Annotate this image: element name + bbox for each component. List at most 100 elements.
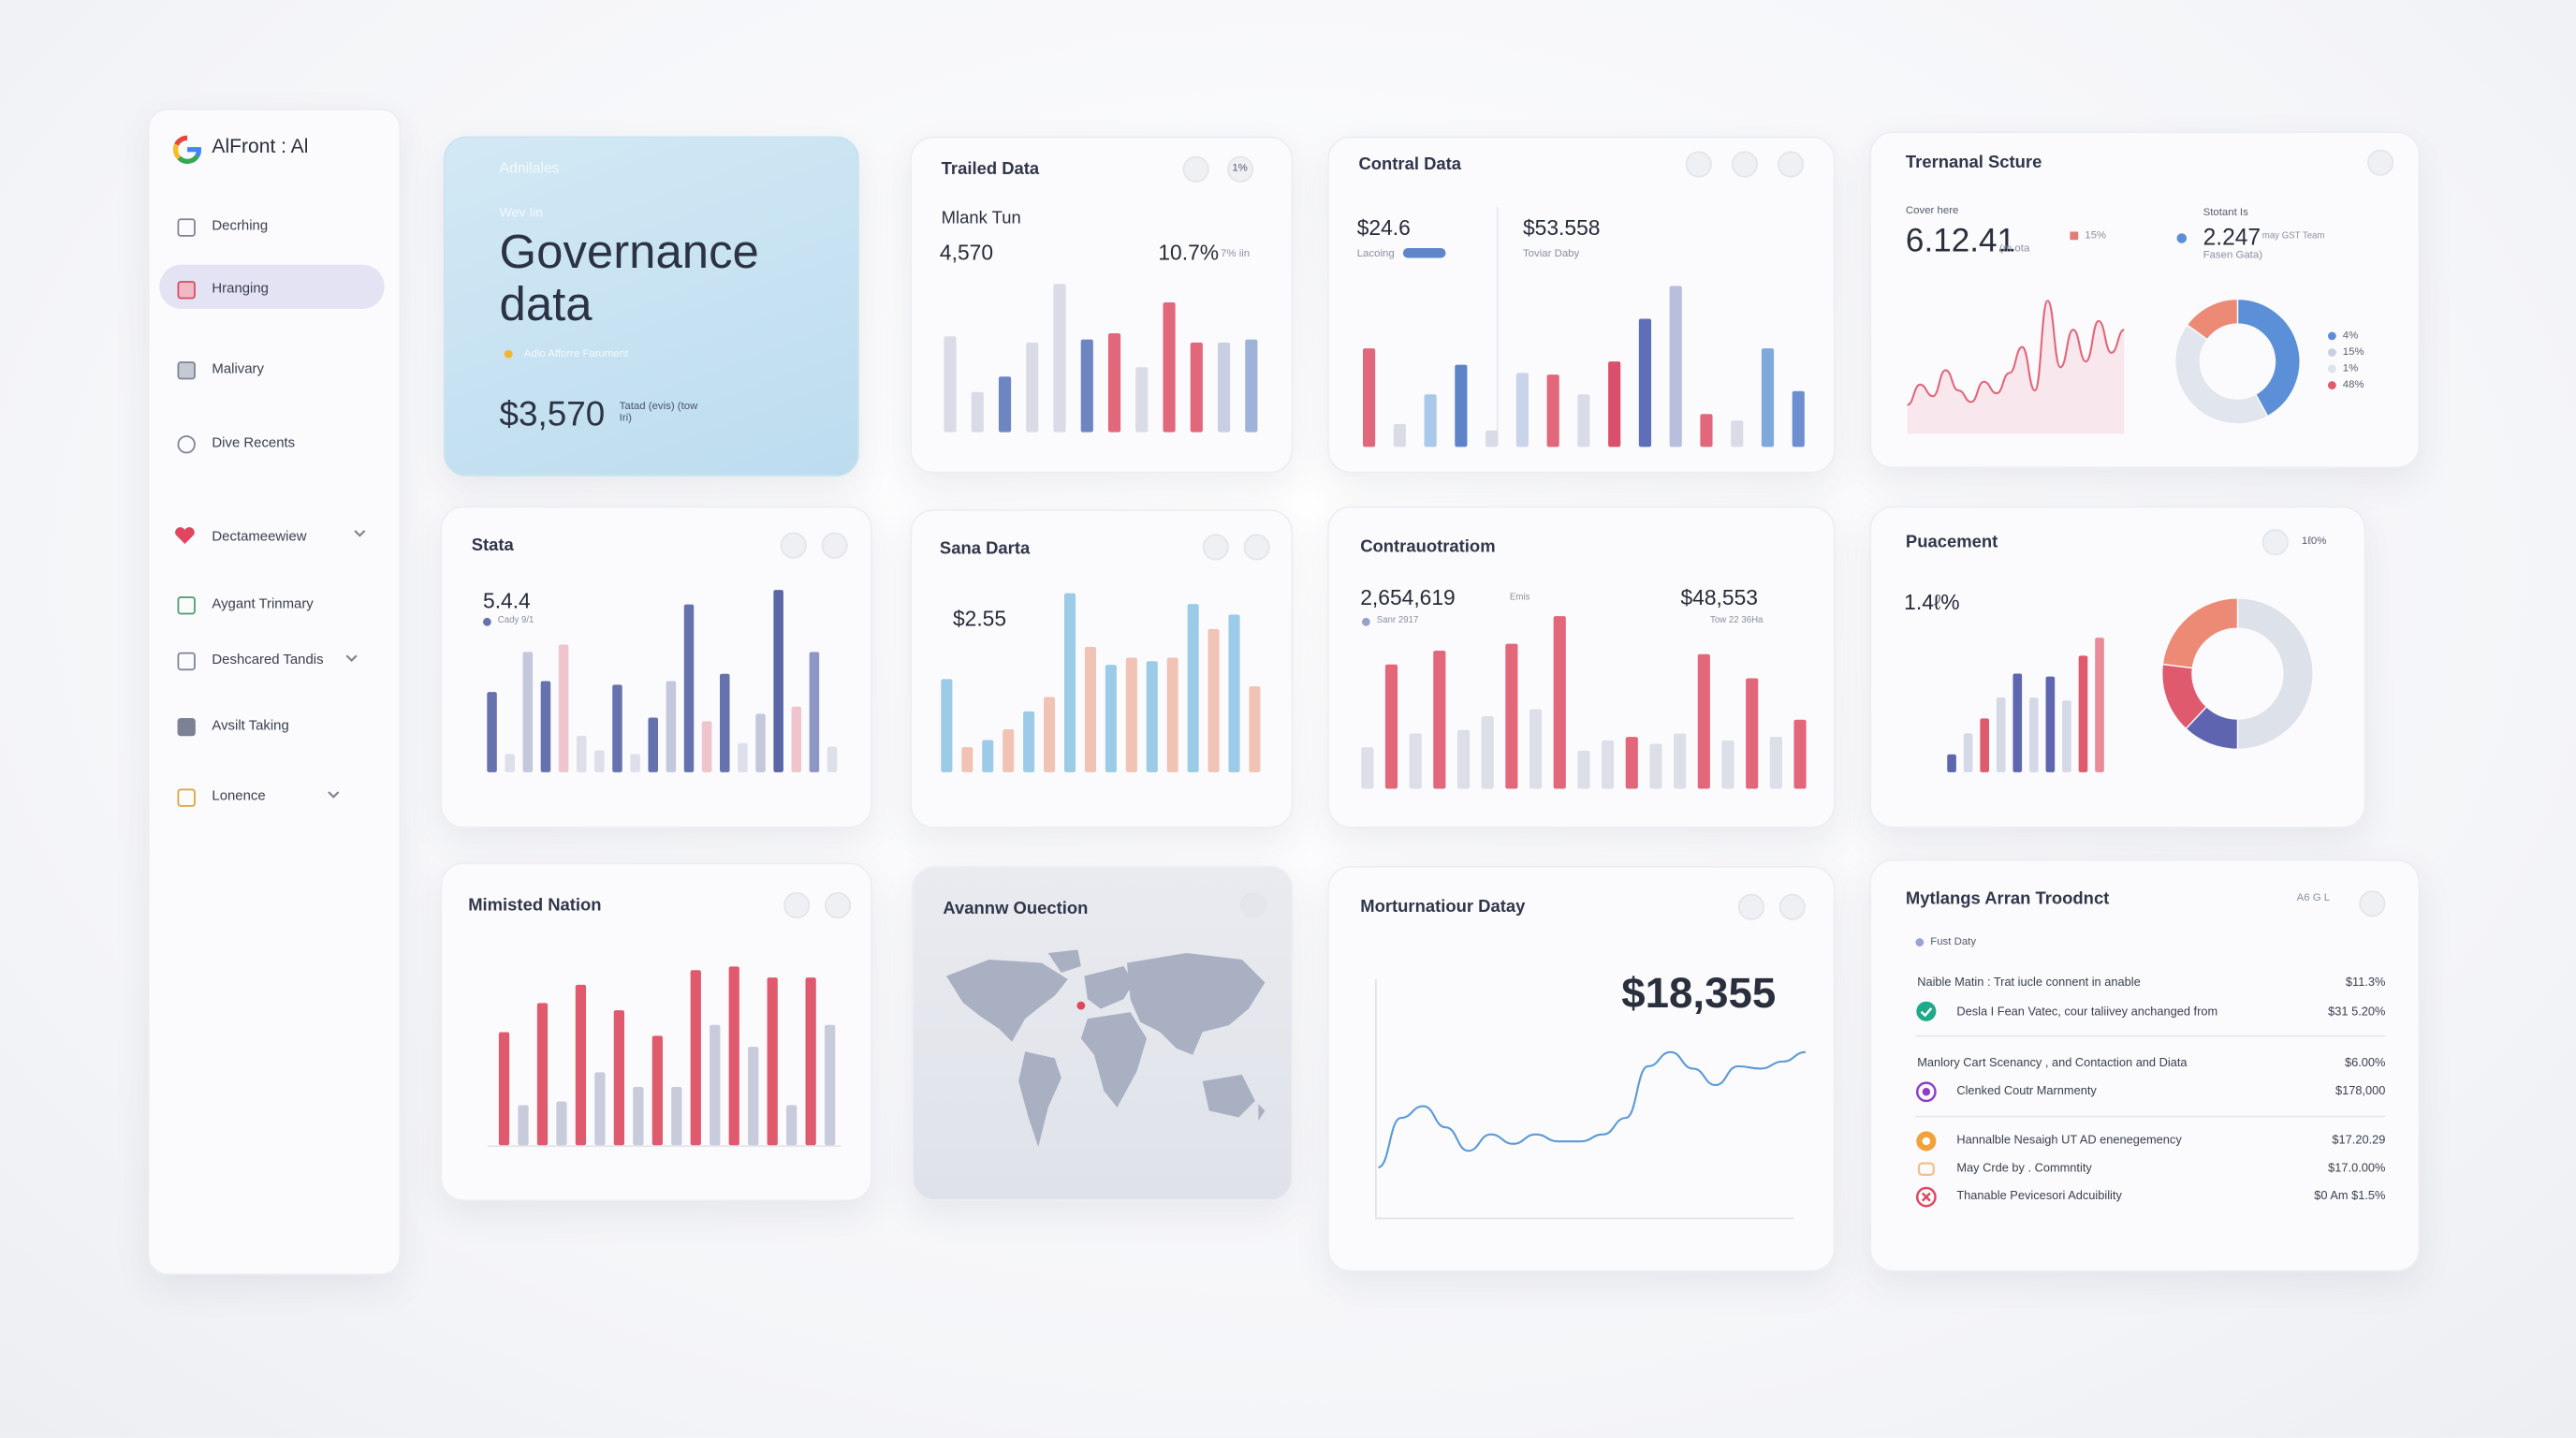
bar xyxy=(982,740,994,772)
bar xyxy=(671,1086,682,1146)
donut-chart xyxy=(2174,298,2301,425)
bar xyxy=(1026,342,1039,433)
kpi-change-note: 7% iin xyxy=(1221,248,1251,260)
icon-button[interactable] xyxy=(825,892,852,919)
donut-chart xyxy=(2161,597,2314,751)
bar xyxy=(612,684,622,772)
legend-item: 1% xyxy=(2327,360,2364,376)
line xyxy=(1378,1050,1806,1168)
bar xyxy=(971,391,984,433)
legend-swatch xyxy=(2327,347,2336,356)
bar xyxy=(1424,394,1437,448)
bar xyxy=(1638,318,1652,448)
nav-item[interactable]: Dectameewiew xyxy=(212,527,307,544)
legend-swatch xyxy=(2327,380,2336,389)
nav-item[interactable]: Hranging xyxy=(212,279,269,296)
nav-item[interactable]: Deshcared Tandis xyxy=(212,651,324,668)
chevron[interactable] xyxy=(345,654,359,665)
chevron[interactable] xyxy=(353,529,366,539)
bar xyxy=(1228,614,1240,772)
icon-button[interactable] xyxy=(1685,151,1712,178)
bar xyxy=(1166,657,1178,772)
bar xyxy=(690,970,701,1146)
kpi-value: 2,654,619 xyxy=(1360,584,1456,610)
bar xyxy=(1393,423,1406,448)
card: Contral Data $24.6 Lacoing $53.558 Tovia… xyxy=(1327,136,1836,474)
line xyxy=(1907,300,2125,406)
kpi-note: Cady 9/1 xyxy=(497,616,534,626)
card: Puacement 1ℓ0% 1.4ℓ% xyxy=(1869,506,2366,829)
bar xyxy=(1577,394,1590,448)
bar xyxy=(1608,361,1621,448)
active-pill xyxy=(159,264,385,309)
divider xyxy=(1915,1115,2386,1118)
line-chart xyxy=(1378,1050,1806,1168)
icon-button[interactable] xyxy=(2261,529,2289,556)
bar xyxy=(1384,664,1398,789)
nav-item[interactable]: Dive Recents xyxy=(212,433,296,450)
row-label: Clenked Coutr Marnmenty xyxy=(1956,1082,2097,1098)
status-icon xyxy=(1915,1081,1937,1103)
icon-button[interactable] xyxy=(1243,534,1270,561)
bar xyxy=(1481,716,1494,789)
row-label: Thanable Pevicesori Adcuibility xyxy=(1956,1187,2122,1203)
bar xyxy=(786,1105,798,1146)
icon-button[interactable] xyxy=(1737,893,1764,920)
donut-segment xyxy=(2161,597,2239,669)
bar xyxy=(1792,390,1805,448)
bar xyxy=(1697,653,1710,789)
nav-item[interactable]: Aygant Trinmary xyxy=(212,594,314,611)
nav-icon xyxy=(177,281,196,300)
card-title: Trailed Data xyxy=(941,159,1040,180)
bar xyxy=(1515,373,1529,448)
legend-item: 15% xyxy=(2327,344,2364,360)
nav-item[interactable]: Malivary xyxy=(212,360,264,376)
icon-button[interactable] xyxy=(780,532,807,559)
bar xyxy=(1505,643,1518,789)
icon-button[interactable] xyxy=(1227,155,1254,183)
bar xyxy=(1217,342,1231,433)
icon-button[interactable] xyxy=(2359,890,2386,917)
card: Contrauotratiom 2,654,619 Emis Sanr 2917… xyxy=(1327,506,1836,829)
bar xyxy=(773,590,783,772)
status-icon xyxy=(1916,1131,1937,1152)
kpi-value: $24.6 xyxy=(1356,214,1411,241)
bar xyxy=(2095,638,2104,772)
bar xyxy=(805,977,816,1146)
icon-button[interactable] xyxy=(1731,151,1758,178)
icon-button[interactable] xyxy=(1778,151,1805,178)
close-button[interactable] xyxy=(2367,149,2394,176)
divider xyxy=(1496,207,1499,446)
card-title: Contral Data xyxy=(1358,154,1462,175)
bar xyxy=(1553,616,1566,789)
icon-button[interactable] xyxy=(1778,893,1806,920)
hero-title: Governance data xyxy=(499,227,759,332)
bar xyxy=(1649,743,1662,789)
legend-label: 48% xyxy=(2342,378,2364,390)
icon-button[interactable] xyxy=(1240,892,1267,919)
bar xyxy=(2078,655,2088,772)
legend-swatch xyxy=(2327,363,2336,373)
divider xyxy=(1915,1034,2386,1037)
card: Avannw Ouection xyxy=(912,865,1294,1201)
eyebrow: Adnilales xyxy=(499,159,560,176)
nav-item[interactable]: Lonence xyxy=(212,786,266,804)
row-label: Manlory Cart Scenancy , and Contaction a… xyxy=(1917,1054,2188,1070)
card: Trailed Data 1% Mlank Tun 4,570 10.7% 7%… xyxy=(910,136,1294,474)
badge: 1ℓ0% xyxy=(2301,536,2327,548)
nav-item[interactable]: Avsilt Taking xyxy=(212,716,289,733)
nav-item[interactable]: Decrhing xyxy=(212,216,269,234)
chevron[interactable] xyxy=(327,790,340,800)
icon-button[interactable] xyxy=(821,532,848,559)
bar xyxy=(666,681,677,772)
row-value: $0 Am $1.5% xyxy=(2314,1187,2386,1203)
bar xyxy=(1963,733,1973,772)
icon-button[interactable] xyxy=(1182,155,1209,183)
row-value: $6.00% xyxy=(2344,1054,2386,1070)
icon-button[interactable] xyxy=(1202,534,1229,561)
status-icon xyxy=(1917,1162,1935,1177)
icon-button[interactable] xyxy=(783,892,811,919)
kpi-value: 2.247 xyxy=(2203,223,2261,250)
